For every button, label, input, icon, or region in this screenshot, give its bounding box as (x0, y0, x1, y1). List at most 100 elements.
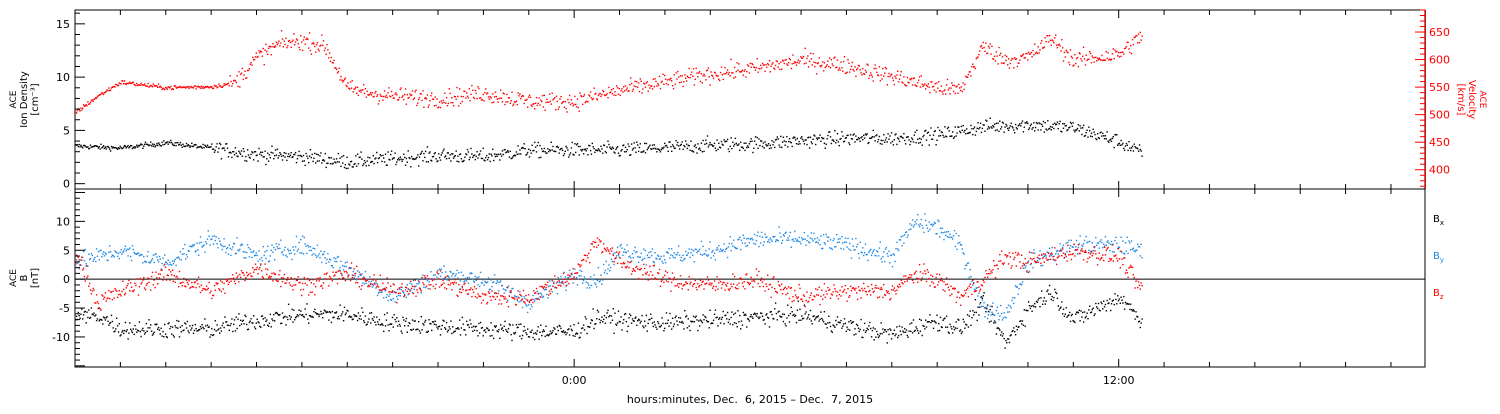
top-data-point (606, 146, 607, 147)
bottom-data-point (724, 251, 725, 252)
bottom-data-point (387, 300, 388, 301)
top-data-point (655, 81, 656, 82)
bottom-data-point (385, 325, 386, 326)
bottom-data-point (104, 255, 105, 256)
bottom-data-point (642, 259, 643, 260)
bottom-data-point (663, 330, 664, 331)
top-data-point (1008, 58, 1009, 59)
top-data-point (785, 59, 786, 60)
top-data-point (187, 145, 188, 146)
top-data-point (713, 145, 714, 146)
top-data-point (490, 97, 491, 98)
top-data-point (533, 150, 534, 151)
top-data-point (213, 149, 214, 150)
bottom-data-point (697, 330, 698, 331)
bottom-data-point (975, 299, 976, 300)
bottom-data-point (286, 256, 287, 257)
top-data-point (1045, 41, 1046, 42)
top-data-point (541, 101, 542, 102)
top-data-point (852, 138, 853, 139)
bottom-data-point (812, 323, 813, 324)
bottom-data-point (450, 271, 451, 272)
bottom-data-point (847, 238, 848, 239)
bottom-data-point (340, 315, 341, 316)
top-data-point (271, 54, 272, 55)
bottom-data-point (483, 279, 484, 280)
bottom-data-point (897, 248, 898, 249)
bottom-data-point (641, 321, 642, 322)
bottom-data-point (386, 319, 387, 320)
bottom-data-point (1086, 316, 1087, 317)
bottom-data-point (458, 272, 459, 273)
bottom-data-point (839, 322, 840, 323)
bottom-data-point (264, 251, 265, 252)
bottom-data-point (676, 320, 677, 321)
bottom-data-point (922, 335, 923, 336)
top-data-point (110, 90, 111, 91)
top-data-point (769, 148, 770, 149)
bottom-data-point (151, 260, 152, 261)
top-data-point (715, 148, 716, 149)
top-data-point (159, 144, 160, 145)
bottom-data-point (943, 239, 944, 240)
top-data-point (262, 152, 263, 153)
bottom-data-point (805, 311, 806, 312)
top-data-point (1097, 133, 1098, 134)
bottom-data-point (651, 255, 652, 256)
bottom-data-point (627, 244, 628, 245)
bottom-data-point (1018, 326, 1019, 327)
top-data-point (970, 125, 971, 126)
bottom-data-point (1127, 253, 1128, 254)
bottom-data-point (277, 313, 278, 314)
top-data-point (963, 125, 964, 126)
top-data-point (961, 86, 962, 87)
bottom-data-point (764, 241, 765, 242)
bottom-data-point (784, 235, 785, 236)
bottom-data-point (1028, 260, 1029, 261)
top-data-point (518, 153, 519, 154)
bottom-data-point (1125, 302, 1126, 303)
bottom-data-point (465, 278, 466, 279)
bottom-data-point (652, 322, 653, 323)
bottom-data-point (271, 318, 272, 319)
top-data-point (396, 161, 397, 162)
top-data-point (946, 84, 947, 85)
bottom-data-point (520, 323, 521, 324)
bottom-data-point (430, 271, 431, 272)
bottom-data-point (154, 332, 155, 333)
bottom-data-point (95, 314, 96, 315)
top-data-point (314, 153, 315, 154)
top-data-point (486, 155, 487, 156)
bottom-data-point (499, 282, 500, 283)
bottom-data-point (590, 276, 591, 277)
bottom-data-point (433, 321, 434, 322)
bottom-data-point (1001, 313, 1002, 314)
top-data-point (544, 95, 545, 96)
bottom-data-point (723, 311, 724, 312)
bottom-data-point (105, 252, 106, 253)
top-data-point (1000, 53, 1001, 54)
bottom-data-point (425, 320, 426, 321)
bottom-data-point (938, 221, 939, 222)
top-data-point (967, 76, 968, 77)
bottom-data-point (127, 338, 128, 339)
top-data-point (106, 91, 107, 92)
top-data-point (1025, 57, 1026, 58)
top-data-point (809, 147, 810, 148)
top-data-point (966, 128, 967, 129)
bottom-data-point (1065, 314, 1066, 315)
top-data-point (954, 85, 955, 86)
bottom-data-point (844, 318, 845, 319)
top-data-point (912, 84, 913, 85)
top-data-point (513, 103, 514, 104)
top-data-point (410, 166, 411, 167)
top-data-point (594, 152, 595, 153)
bottom-data-point (104, 297, 105, 298)
bottom-data-point (321, 262, 322, 263)
bottom-data-point (373, 285, 374, 286)
top-data-point (917, 82, 918, 83)
bottom-data-point (790, 232, 791, 233)
top-data-point (356, 166, 357, 167)
top-data-point (660, 151, 661, 152)
top-data-point (739, 150, 740, 151)
